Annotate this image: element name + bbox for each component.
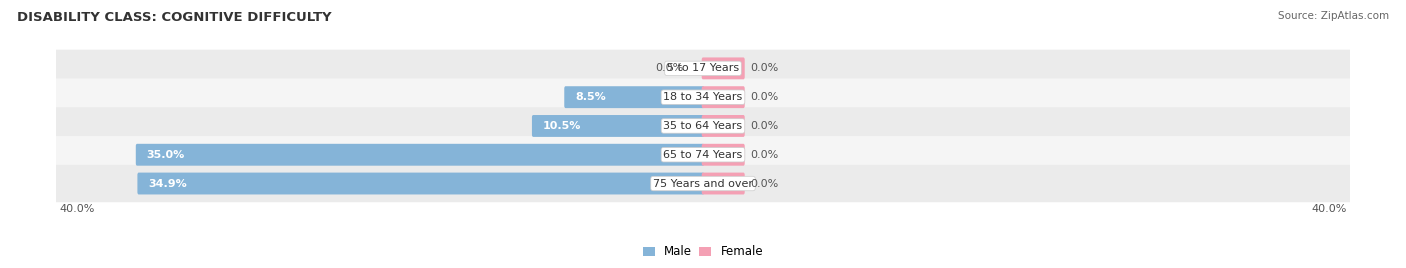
- FancyBboxPatch shape: [46, 79, 1360, 116]
- Text: 8.5%: 8.5%: [575, 92, 606, 102]
- Text: 0.0%: 0.0%: [749, 92, 778, 102]
- Text: 35.0%: 35.0%: [146, 150, 186, 160]
- Text: 0.0%: 0.0%: [749, 178, 778, 188]
- Text: 5 to 17 Years: 5 to 17 Years: [666, 64, 740, 73]
- Text: 35 to 64 Years: 35 to 64 Years: [664, 121, 742, 131]
- Text: 18 to 34 Years: 18 to 34 Years: [664, 92, 742, 102]
- FancyBboxPatch shape: [46, 50, 1360, 87]
- FancyBboxPatch shape: [702, 173, 745, 195]
- FancyBboxPatch shape: [702, 115, 745, 137]
- Text: 10.5%: 10.5%: [543, 121, 581, 131]
- FancyBboxPatch shape: [138, 173, 704, 195]
- FancyBboxPatch shape: [564, 86, 704, 108]
- FancyBboxPatch shape: [702, 86, 745, 108]
- Legend: Male, Female: Male, Female: [638, 241, 768, 263]
- Text: 0.0%: 0.0%: [749, 64, 778, 73]
- FancyBboxPatch shape: [136, 144, 704, 166]
- FancyBboxPatch shape: [46, 136, 1360, 173]
- Text: 40.0%: 40.0%: [1312, 204, 1347, 214]
- Text: 75 Years and over: 75 Years and over: [652, 178, 754, 188]
- FancyBboxPatch shape: [46, 107, 1360, 145]
- Text: 40.0%: 40.0%: [59, 204, 94, 214]
- Text: 0.0%: 0.0%: [655, 64, 683, 73]
- FancyBboxPatch shape: [531, 115, 704, 137]
- FancyBboxPatch shape: [702, 57, 745, 79]
- Text: 0.0%: 0.0%: [749, 121, 778, 131]
- Text: 65 to 74 Years: 65 to 74 Years: [664, 150, 742, 160]
- Text: 0.0%: 0.0%: [749, 150, 778, 160]
- Text: Source: ZipAtlas.com: Source: ZipAtlas.com: [1278, 11, 1389, 21]
- Text: DISABILITY CLASS: COGNITIVE DIFFICULTY: DISABILITY CLASS: COGNITIVE DIFFICULTY: [17, 11, 332, 24]
- Text: 34.9%: 34.9%: [149, 178, 187, 188]
- FancyBboxPatch shape: [46, 165, 1360, 202]
- FancyBboxPatch shape: [702, 144, 745, 166]
